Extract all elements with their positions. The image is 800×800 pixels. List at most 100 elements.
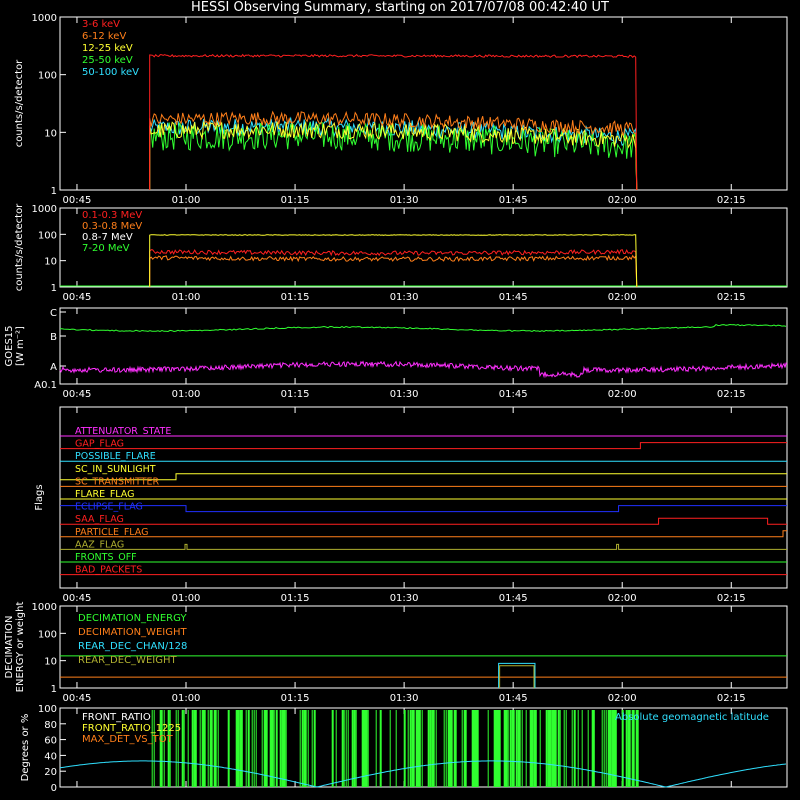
high-energy-panel-ytick-label: 10 <box>44 257 57 268</box>
geomagnetic-panel-bar <box>241 710 243 787</box>
geomagnetic-panel-ytick-label: 80 <box>44 720 57 731</box>
high-energy-panel-series-line <box>149 249 638 288</box>
geomagnetic-panel-bar <box>345 710 347 787</box>
geomagnetic-panel-bar <box>549 710 552 787</box>
geomagnetic-panel-bar <box>199 710 201 787</box>
high-energy-panel-xtick-label: 01:30 <box>390 292 419 303</box>
flags-panel-flag-label: POSSIBLE_FLARE <box>75 451 156 462</box>
geomagnetic-panel-bar <box>565 710 567 787</box>
geomagnetic-panel-bar <box>545 710 548 787</box>
flags-panel-flag-label: SAA_FLAG <box>75 514 124 525</box>
geomagnetic-panel-bar <box>181 710 184 787</box>
geomagnetic-panel-bar <box>533 710 537 787</box>
geomagnetic-panel-bar <box>461 710 463 787</box>
geomagnetic-panel-bar <box>153 710 155 787</box>
goes-panel-series-line <box>59 360 788 379</box>
flags-panel-flag-label: AAZ_FLAG <box>75 539 124 550</box>
geomagnetic-panel-bar <box>403 710 406 787</box>
decimation-panel-ytick-label: 1 <box>51 684 57 695</box>
geomagnetic-panel-bar <box>601 710 603 787</box>
geomagnetic-panel-bar <box>427 710 430 787</box>
geomagnetic-panel-bar <box>531 710 534 787</box>
high-energy-panel-legend-entry: 7-20 MeV <box>82 243 130 254</box>
flags-panel-xtick-label: 01:00 <box>172 593 201 604</box>
decimation-panel-ytick-label: 10 <box>44 657 57 668</box>
high-energy-panel-xtick-label: 02:00 <box>608 292 637 303</box>
goes-panel-xtick-label: 01:30 <box>390 389 419 400</box>
decimation-panel-ytick-label: 100 <box>38 629 57 640</box>
geomagnetic-panel-bar <box>239 710 243 787</box>
flags-panel-flag-label: ATTENUATOR_STATE <box>75 426 171 437</box>
geomagnetic-panel-bar <box>635 710 639 787</box>
high-energy-panel-xtick-label: 01:00 <box>172 292 201 303</box>
geomagnetic-panel-bar <box>449 710 453 787</box>
geomagnetic-panel-series-line <box>59 760 787 788</box>
geomagnetic-panel-bar <box>409 710 412 787</box>
geomagnetic-panel-bar <box>417 710 421 787</box>
low-energy-panel-legend-entry: 6-12 keV <box>82 31 126 42</box>
geomagnetic-panel-bar <box>217 710 219 787</box>
goes-panel-ylabel: GOES15 <box>4 325 15 366</box>
flags-panel-xtick-label: 01:30 <box>390 593 419 604</box>
goes-panel-xtick-label: 01:00 <box>172 389 201 400</box>
geomagnetic-panel-bar <box>361 710 365 787</box>
flags-panel-xtick-label: 02:00 <box>608 593 637 604</box>
low-energy-panel-xtick-label: 01:15 <box>281 195 310 206</box>
flags-panel-frame <box>59 406 788 589</box>
geomagnetic-panel-bar <box>551 710 555 787</box>
decimation-panel-legend-entry: DECIMATION_WEIGHT <box>78 627 187 638</box>
high-energy-panel-ytick-label: 1000 <box>32 204 57 215</box>
geomagnetic-panel-bar <box>251 710 253 787</box>
geomagnetic-panel-bar <box>603 710 605 787</box>
geomagnetic-panel-bar <box>525 710 527 787</box>
geomagnetic-panel-bar <box>559 710 561 787</box>
geomagnetic-panel-bar <box>159 710 163 787</box>
geomagnetic-panel-bar <box>613 710 617 787</box>
geomagnetic-panel-bar <box>625 710 628 787</box>
geomagnetic-panel-bar <box>255 710 257 787</box>
geomagnetic-panel-bar <box>313 710 316 787</box>
decimation-panel-xtick-label: 01:30 <box>390 693 419 704</box>
low-energy-panel-legend-entry: 12-25 keV <box>82 43 133 54</box>
flags-panel-flag-line <box>60 543 787 550</box>
geomagnetic-panel-bar <box>539 710 541 787</box>
flags-panel-flag-label: SC_IN_SUNLIGHT <box>75 464 156 475</box>
geomagnetic-panel-bar <box>201 710 205 787</box>
high-energy-panel-legend-entry: 0.1-0.3 MeV <box>82 210 142 221</box>
geomagnetic-panel-bar <box>553 710 557 787</box>
geomagnetic-panel-ytick-label: 40 <box>44 751 57 762</box>
geomagnetic-panel-bar <box>187 710 189 787</box>
high-energy-panel-ylabel: counts/s/detector <box>14 203 25 291</box>
geomagnetic-panel-bar <box>365 710 368 787</box>
flags-panel-xtick-label: 02:15 <box>717 593 746 604</box>
decimation-panel-xtick-label: 01:45 <box>499 693 528 704</box>
geomagnetic-panel-bar <box>303 710 307 787</box>
high-energy-panel-series-line <box>149 234 638 288</box>
geomagnetic-panel-bar <box>471 710 475 787</box>
geomagnetic-panel-bar <box>331 710 334 787</box>
geomagnetic-panel-bar <box>587 710 589 787</box>
geomagnetic-panel-bar <box>203 710 206 787</box>
low-energy-panel-xtick-label: 01:45 <box>499 195 528 206</box>
decimation-panel-ylabel: DECIMATION <box>4 615 15 678</box>
geomagnetic-panel-bar <box>421 710 423 787</box>
geomagnetic-panel-bar <box>503 710 507 787</box>
goes-panel-ytick-label: B <box>50 332 57 343</box>
geomagnetic-panel-bar <box>529 710 533 787</box>
geomagnetic-panel-bar <box>167 710 170 787</box>
goes-panel-series-line <box>60 323 787 333</box>
geomagnetic-panel-bar <box>307 710 309 787</box>
decimation-panel-ylabel2: ENERGY or weight <box>15 602 26 693</box>
geomagnetic-panel-bar <box>273 710 275 787</box>
geomagnetic-panel-bar <box>535 710 537 787</box>
geomagnetic-panel-bar <box>419 710 421 787</box>
geomagnetic-panel-bar <box>435 710 437 787</box>
geomagnetic-panel-bar <box>245 710 247 787</box>
high-energy-panel-legend-entry: 0.3-0.8 MeV <box>82 221 142 232</box>
geomagnetic-panel-bar <box>507 710 509 787</box>
geomagnetic-panel-bar <box>281 710 285 787</box>
geomagnetic-panel-bar <box>195 710 197 787</box>
geomagnetic-panel-bar <box>563 710 565 787</box>
geomagnetic-panel-bar <box>577 710 579 787</box>
